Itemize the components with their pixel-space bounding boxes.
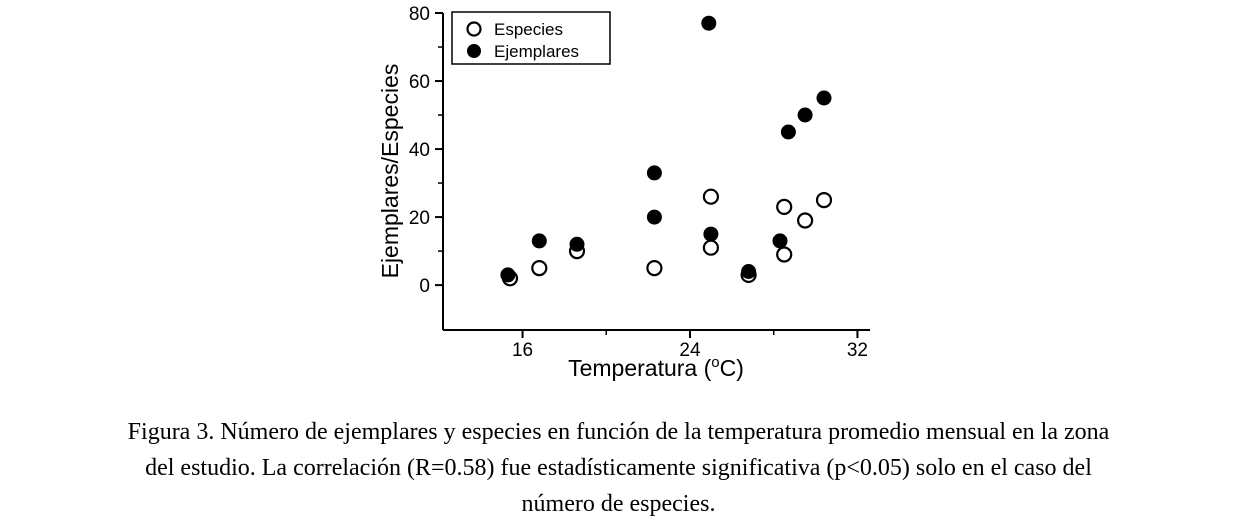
legend: Especies Ejemplares <box>451 11 611 65</box>
y-tick-label: 0 <box>419 276 430 297</box>
data-point-ejemplares <box>780 124 796 140</box>
data-point-ejemplares <box>772 233 788 249</box>
data-point-especies <box>646 260 663 277</box>
data-point-especies <box>702 188 720 205</box>
data-point-especies <box>776 198 793 215</box>
y-tick-label: 80 <box>409 4 430 25</box>
data-point-ejemplares <box>703 226 719 242</box>
caption-line-1: Figura 3. Número de ejemplares y especie… <box>127 419 1110 445</box>
legend-label-especies: Especies <box>494 20 563 39</box>
legend-label-ejemplares: Ejemplares <box>494 42 579 61</box>
x-tick-label: 24 <box>679 340 701 361</box>
data-point-especies <box>815 192 833 209</box>
data-point-ejemplares <box>797 107 813 123</box>
x-axis-label: Temperatura (oC) <box>568 354 744 381</box>
y-tick-label: 20 <box>409 208 430 229</box>
legend-marker-especies-icon <box>466 21 482 37</box>
caption-line-3: número de especies. <box>521 491 716 517</box>
data-points <box>500 15 833 287</box>
data-point-ejemplares <box>569 236 585 252</box>
x-tick-label: 32 <box>847 340 868 361</box>
x-axis-label-text: Temperatura ( <box>568 355 712 381</box>
caption-line-2: del estudio. La correlación (R=0.58) fue… <box>145 455 1092 481</box>
data-point-especies <box>796 212 814 229</box>
data-point-ejemplares <box>701 15 717 31</box>
x-tick-label: 16 <box>512 340 533 361</box>
data-point-ejemplares <box>816 90 832 106</box>
data-point-especies <box>776 246 793 263</box>
data-point-ejemplares <box>741 264 757 279</box>
scatter-chart: 16 24 32 0 20 40 60 80 Ejemplares/Especies Temp… <box>377 4 870 381</box>
x-axis-label-end: C) <box>720 355 744 381</box>
x-axis-label-superscript: o <box>711 354 719 371</box>
data-point-ejemplares <box>646 209 662 225</box>
legend-marker-ejemplares-icon <box>467 44 481 58</box>
y-axis-label: Ejemplares/Especies <box>377 64 403 279</box>
data-point-especies <box>702 239 720 256</box>
data-point-especies <box>531 260 548 277</box>
y-tick-label: 40 <box>409 140 430 161</box>
y-tick-label: 60 <box>409 72 430 93</box>
figure-caption: Figura 3. Número de ejemplares y especie… <box>0 414 1237 522</box>
data-point-ejemplares <box>531 233 547 249</box>
data-point-ejemplares <box>646 165 662 181</box>
data-point-ejemplares <box>500 267 516 283</box>
axis-ticks: 16 24 32 0 20 40 60 80 <box>409 4 868 361</box>
